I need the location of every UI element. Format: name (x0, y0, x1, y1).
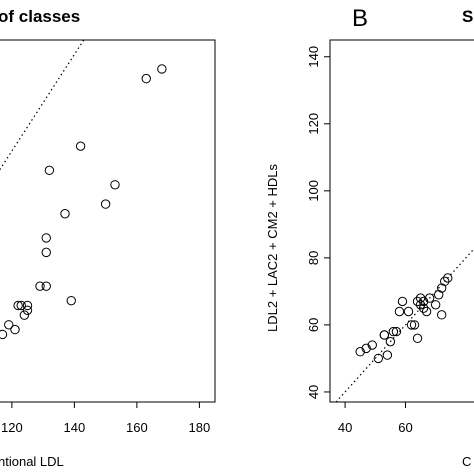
panel-b-y-tick-label: 140 (306, 46, 321, 68)
panel-a-x-axis: 120 140 160 180 (1, 402, 210, 435)
panel-a-frame (0, 39, 216, 403)
panel-b-points (355, 273, 453, 364)
panel-b-point (403, 306, 414, 317)
panel-a-title: of classes (0, 7, 80, 26)
panel-b-x-axis-label: C (462, 454, 471, 469)
panel-b-point (418, 303, 429, 313)
panel-a-point (66, 295, 76, 306)
panel-b-identity-line (335, 247, 474, 403)
panel-b-x-tick-label: 40 (338, 420, 352, 435)
panel-a-point (10, 324, 20, 335)
panel-b-point (385, 336, 396, 347)
panel-b-point (415, 300, 426, 310)
panel-b-point (382, 350, 393, 360)
panel-b-y-axis: 40 60 80 100 120 140 (306, 46, 330, 399)
panel-b: B S 40 60 40 60 80 100 120 140 LDL2 + LAC2 + C… (265, 5, 474, 469)
panel-b-x-axis: 40 60 (338, 402, 413, 435)
panel-a-x-axis-label: ntional LDL (0, 454, 64, 469)
panel-a-identity-line (0, 39, 85, 171)
panel-a-point (22, 300, 33, 311)
panel-a: of classes 120 140 160 180 ntional LDL (0, 7, 216, 469)
panel-b-x-tick-label: 60 (398, 420, 412, 435)
panel-a-point (41, 281, 51, 291)
panel-a-point (141, 73, 151, 84)
panel-b-point (418, 296, 429, 307)
panel-a-point (35, 281, 45, 291)
panel-b-y-tick-label: 60 (306, 318, 321, 332)
panel-b-y-tick-label: 120 (306, 113, 321, 135)
panel-b-point (361, 343, 371, 354)
panel-b-point (424, 293, 435, 303)
panel-b-point (430, 300, 441, 310)
panel-b-y-axis-label: LDL2 + LAC2 + CM2 + HDLs (265, 164, 280, 332)
panel-b-plot-area (329, 39, 474, 403)
panel-a-point (60, 209, 70, 219)
panel-b-point (397, 296, 408, 307)
panel-a-point (157, 64, 167, 74)
panel-b-y-tick-label: 40 (306, 385, 321, 399)
panel-a-point (0, 329, 8, 340)
panel-b-frame (329, 39, 474, 403)
panel-a-point (100, 199, 111, 209)
panel-a-point (19, 310, 30, 320)
panel-b-point (394, 306, 405, 317)
panel-b-title: S (462, 7, 473, 26)
panel-b-point (436, 310, 447, 320)
panel-a-point (41, 233, 51, 243)
panel-a-x-tick-label: 180 (189, 420, 211, 435)
panel-b-point (406, 320, 417, 330)
panel-b-point (440, 276, 450, 287)
panel-b-point (379, 330, 390, 340)
panel-a-point (44, 165, 55, 176)
panel-a-points (0, 64, 167, 340)
panel-b-point (412, 333, 423, 344)
panel-a-point (16, 300, 26, 311)
panel-a-point (22, 305, 33, 315)
panel-a-point (75, 141, 86, 151)
panel-b-point (367, 340, 377, 350)
panel-b-y-tick-label: 80 (306, 251, 321, 265)
panel-b-reference-line (335, 247, 474, 403)
panel-a-point (110, 180, 120, 190)
panel-b-point (373, 353, 384, 364)
panel-a-point (13, 300, 23, 311)
panel-a-plot-area (0, 39, 216, 403)
panel-a-x-tick-label: 120 (1, 420, 23, 435)
panel-a-x-tick-label: 140 (64, 420, 86, 435)
panel-a-point (41, 247, 51, 258)
panel-b-point (391, 326, 402, 337)
panel-b-point (415, 293, 426, 303)
panel-a-x-tick-label: 160 (126, 420, 148, 435)
panel-b-point (443, 273, 453, 283)
panel-a-reference-line (0, 39, 85, 171)
panel-b-letter: B (352, 5, 368, 32)
panel-b-point (421, 306, 432, 317)
panel-b-point (355, 347, 365, 357)
panel-a-point (4, 320, 14, 330)
panel-b-point (388, 326, 399, 337)
panel-b-y-tick-label: 100 (306, 180, 321, 202)
panel-b-point (409, 320, 420, 330)
panel-b-point (412, 296, 423, 307)
